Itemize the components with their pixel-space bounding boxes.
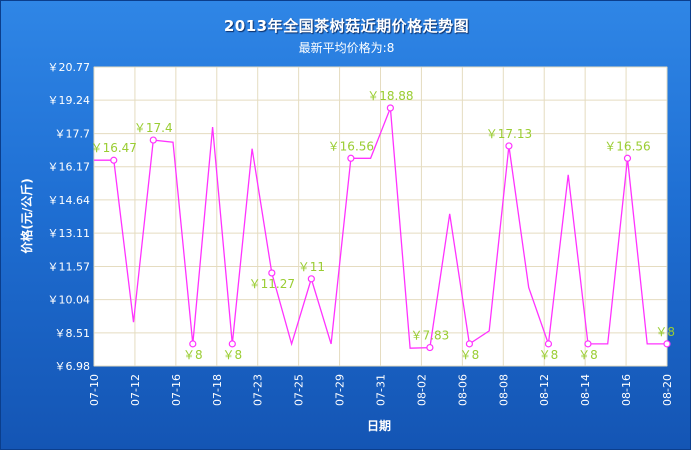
x-tick-label: 07-12	[129, 374, 142, 406]
data-label: ￥8	[655, 325, 675, 339]
x-tick-label: 08-08	[497, 374, 510, 406]
data-point-marker	[505, 142, 513, 150]
x-tick-label: 07-10	[88, 374, 101, 406]
x-tick-label: 07-16	[170, 374, 183, 406]
x-tick-label: 07-18	[211, 374, 224, 406]
x-tick-label: 08-16	[620, 374, 633, 406]
x-tick-label: 07-31	[375, 374, 388, 406]
data-point-marker	[307, 275, 315, 283]
x-tick-label: 08-02	[415, 374, 428, 406]
data-point-marker	[189, 340, 197, 348]
x-tick-label: 08-12	[538, 374, 551, 406]
chart-subtitle: 最新平均价格为:8	[298, 41, 395, 55]
x-tick-label: 08-20	[661, 374, 674, 406]
data-point-marker	[663, 340, 671, 348]
data-point-marker	[426, 343, 434, 352]
data-point-marker	[544, 340, 553, 348]
y-tick-label: ￥20.77	[48, 61, 91, 74]
y-tick-label: ￥8.51	[55, 327, 91, 340]
y-tick-label: ￥14.64	[48, 194, 91, 207]
data-point-marker	[584, 340, 592, 348]
x-tick-label: 08-14	[579, 374, 592, 406]
data-label: ￥8	[539, 348, 559, 362]
data-label: ￥11.27	[249, 277, 295, 291]
data-point-marker	[110, 156, 118, 164]
data-point-marker	[465, 340, 474, 348]
data-point-marker	[149, 136, 157, 144]
data-point-marker	[347, 154, 355, 162]
data-label: ￥7.83	[411, 329, 450, 343]
data-label: ￥8	[183, 348, 203, 362]
y-tick-label: ￥16.17	[48, 161, 91, 174]
data-label: ￥11	[298, 260, 325, 274]
y-tick-label: ￥6.98	[55, 360, 91, 373]
x-tick-label: 07-23	[252, 374, 265, 406]
data-label: ￥16.56	[604, 139, 650, 153]
y-tick-label: ￥13.11	[48, 227, 91, 240]
y-axis-title: 价格(元/公斤)	[19, 178, 34, 253]
data-label: ￥17.13	[486, 127, 532, 141]
data-label: ￥17.4	[134, 121, 173, 135]
x-axis-title: 日期	[367, 418, 391, 433]
x-tick-label: 08-06	[456, 374, 469, 406]
y-tick-label: ￥17.7	[55, 128, 91, 141]
y-tick-label: ￥11.57	[48, 260, 91, 273]
chart-title: 2013年全国茶树菇近期价格走势图	[223, 17, 470, 35]
data-label: ￥8	[222, 348, 242, 362]
data-point-marker	[623, 154, 632, 162]
data-label: ￥16.56	[328, 139, 374, 153]
data-point-marker	[228, 340, 236, 348]
x-tick-label: 07-29	[334, 374, 347, 406]
data-point-marker	[386, 104, 394, 112]
data-label: ￥8	[460, 348, 480, 362]
x-tick-label: 07-25	[293, 374, 306, 406]
data-label: ￥8	[578, 348, 598, 362]
y-tick-label: ￥10.04	[48, 294, 91, 307]
y-tick-label: ￥19.24	[48, 94, 91, 107]
data-label: ￥16.47	[91, 141, 137, 155]
data-point-marker	[268, 269, 276, 277]
data-label: ￥18.88	[367, 89, 413, 103]
price-series-line	[94, 107, 667, 349]
